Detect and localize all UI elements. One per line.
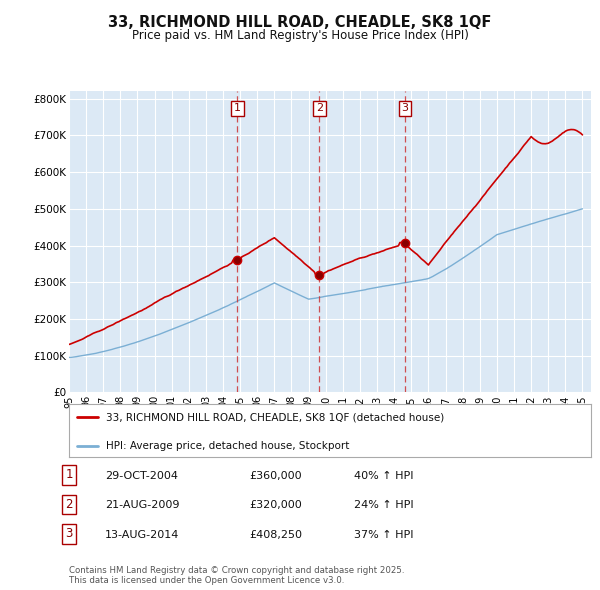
- Text: 2: 2: [316, 103, 323, 113]
- Text: Contains HM Land Registry data © Crown copyright and database right 2025.
This d: Contains HM Land Registry data © Crown c…: [69, 566, 404, 585]
- Text: 33, RICHMOND HILL ROAD, CHEADLE, SK8 1QF (detached house): 33, RICHMOND HILL ROAD, CHEADLE, SK8 1QF…: [106, 412, 444, 422]
- Text: 37% ↑ HPI: 37% ↑ HPI: [354, 530, 413, 540]
- Text: £320,000: £320,000: [249, 500, 302, 510]
- Text: 29-OCT-2004: 29-OCT-2004: [105, 471, 178, 481]
- Text: 21-AUG-2009: 21-AUG-2009: [105, 500, 179, 510]
- Text: 1: 1: [65, 468, 73, 481]
- Text: 2: 2: [65, 498, 73, 511]
- Text: 24% ↑ HPI: 24% ↑ HPI: [354, 500, 413, 510]
- Text: £408,250: £408,250: [249, 530, 302, 540]
- Text: 40% ↑ HPI: 40% ↑ HPI: [354, 471, 413, 481]
- Text: 3: 3: [65, 527, 73, 540]
- Text: 1: 1: [234, 103, 241, 113]
- Text: 33, RICHMOND HILL ROAD, CHEADLE, SK8 1QF: 33, RICHMOND HILL ROAD, CHEADLE, SK8 1QF: [109, 15, 491, 30]
- Text: HPI: Average price, detached house, Stockport: HPI: Average price, detached house, Stoc…: [106, 441, 349, 451]
- Text: Price paid vs. HM Land Registry's House Price Index (HPI): Price paid vs. HM Land Registry's House …: [131, 30, 469, 42]
- Text: 3: 3: [401, 103, 408, 113]
- Text: 13-AUG-2014: 13-AUG-2014: [105, 530, 179, 540]
- Text: £360,000: £360,000: [249, 471, 302, 481]
